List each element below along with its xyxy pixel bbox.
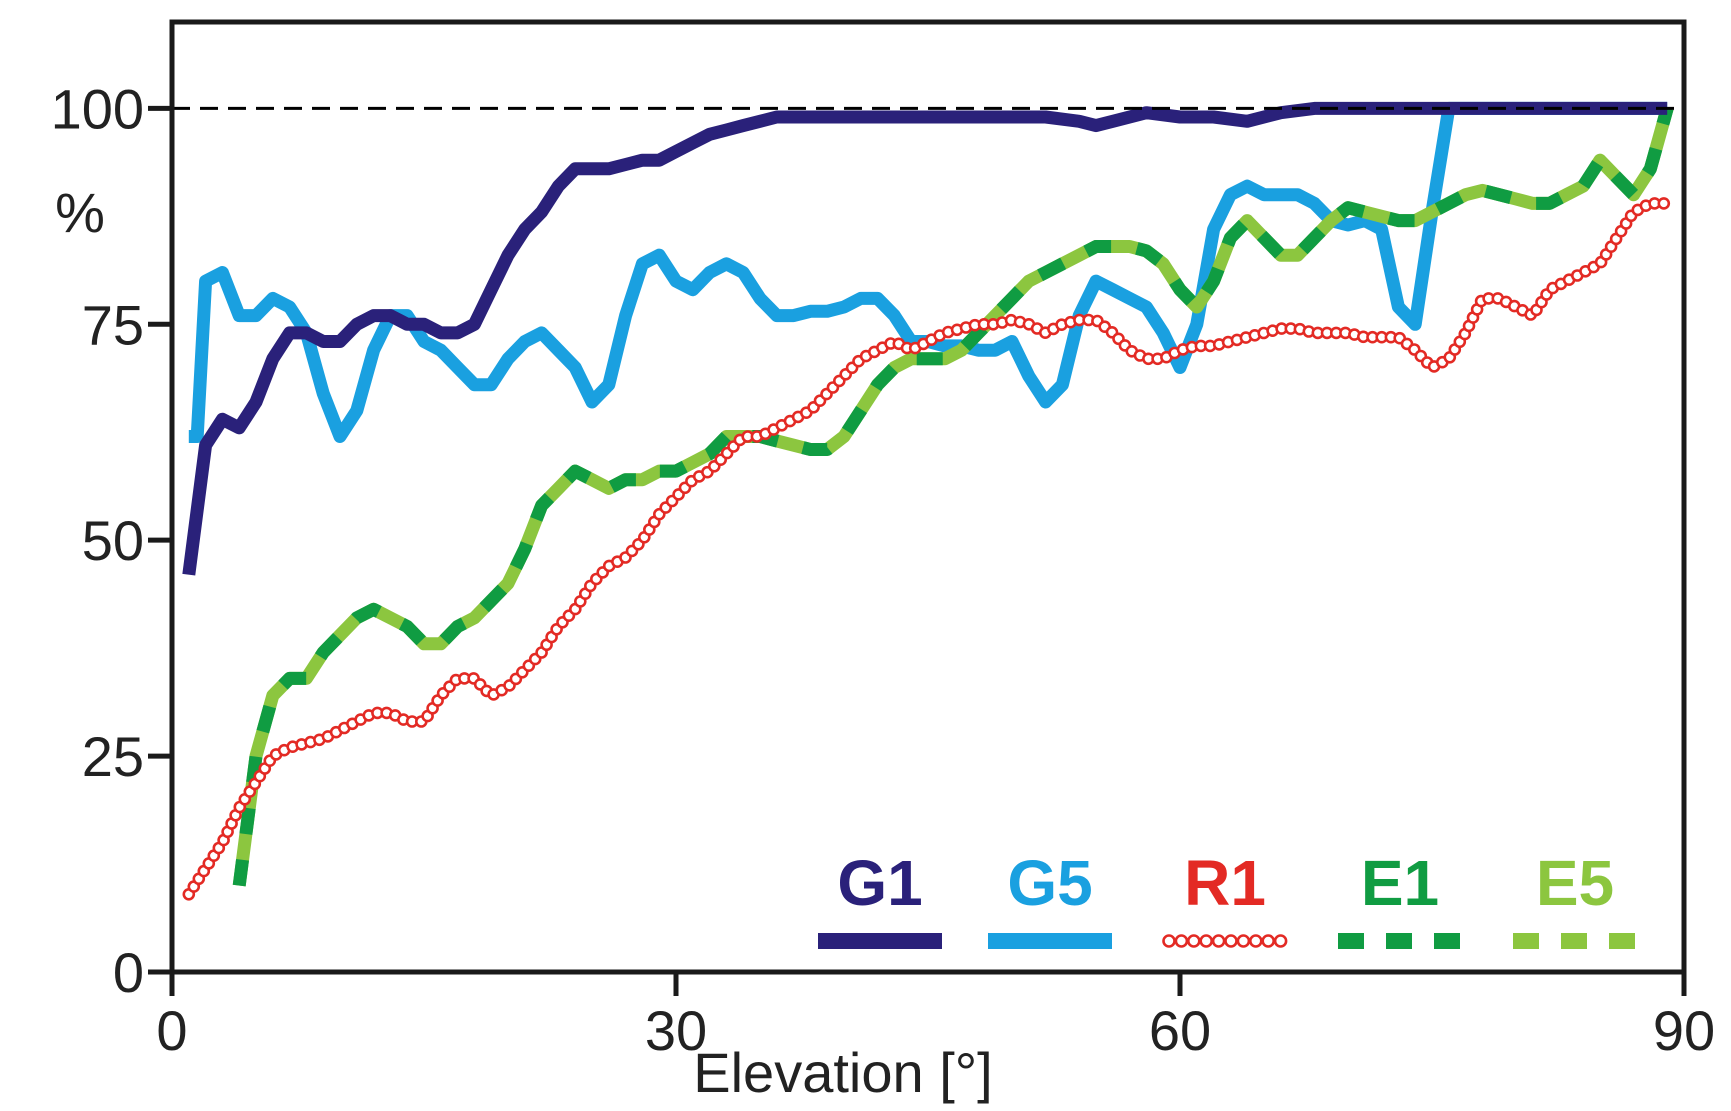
legend-e5-label: E5 (1536, 847, 1614, 919)
legend-r1-marker (1187, 934, 1201, 948)
series-r1-markers (182, 197, 1671, 901)
plot-frame (169, 19, 1687, 975)
legend: G1 G5 R1 E1 E5 (818, 847, 1637, 949)
legend-r1-marker (1162, 934, 1176, 948)
legend-r1-marker (1224, 934, 1238, 948)
y-tick-label: 0 (113, 941, 144, 1004)
x-tick-label: 30 (645, 999, 707, 1062)
r1-marker (1657, 197, 1671, 210)
legend-e1-label: E1 (1361, 847, 1439, 919)
x-tick-label: 60 (1149, 999, 1211, 1062)
legend-r1-marker (1174, 934, 1189, 948)
series-e5-line (232, 106, 1674, 887)
x-axis-label: Elevation [°] (693, 1041, 992, 1104)
legend-r1-marker (1273, 934, 1288, 948)
legend-r1-marker (1261, 934, 1275, 948)
y-tick-label: 75 (82, 293, 144, 356)
legend-r1-marker (1211, 934, 1226, 948)
legend-g5-label: G5 (1007, 847, 1092, 919)
tick-layer: 0 25 50 75 100 0 30 60 90 (51, 77, 1716, 1062)
x-tick-label: 0 (156, 999, 187, 1062)
legend-g1-label: G1 (837, 847, 922, 919)
y-tick-label: 50 (82, 509, 144, 572)
y-axis-label: % (55, 181, 105, 244)
legend-r1-label: R1 (1184, 847, 1266, 919)
legend-r1-marker (1236, 934, 1251, 948)
y-tick-label: 100 (51, 77, 144, 140)
legend-r1-swatch (1162, 934, 1288, 948)
x-tick-label: 90 (1653, 999, 1715, 1062)
series-layer (182, 101, 1674, 901)
legend-r1-marker (1199, 934, 1213, 948)
y-tick-label: 25 (82, 725, 144, 788)
legend-r1-marker (1249, 934, 1263, 948)
series-g1-line (182, 101, 1668, 576)
